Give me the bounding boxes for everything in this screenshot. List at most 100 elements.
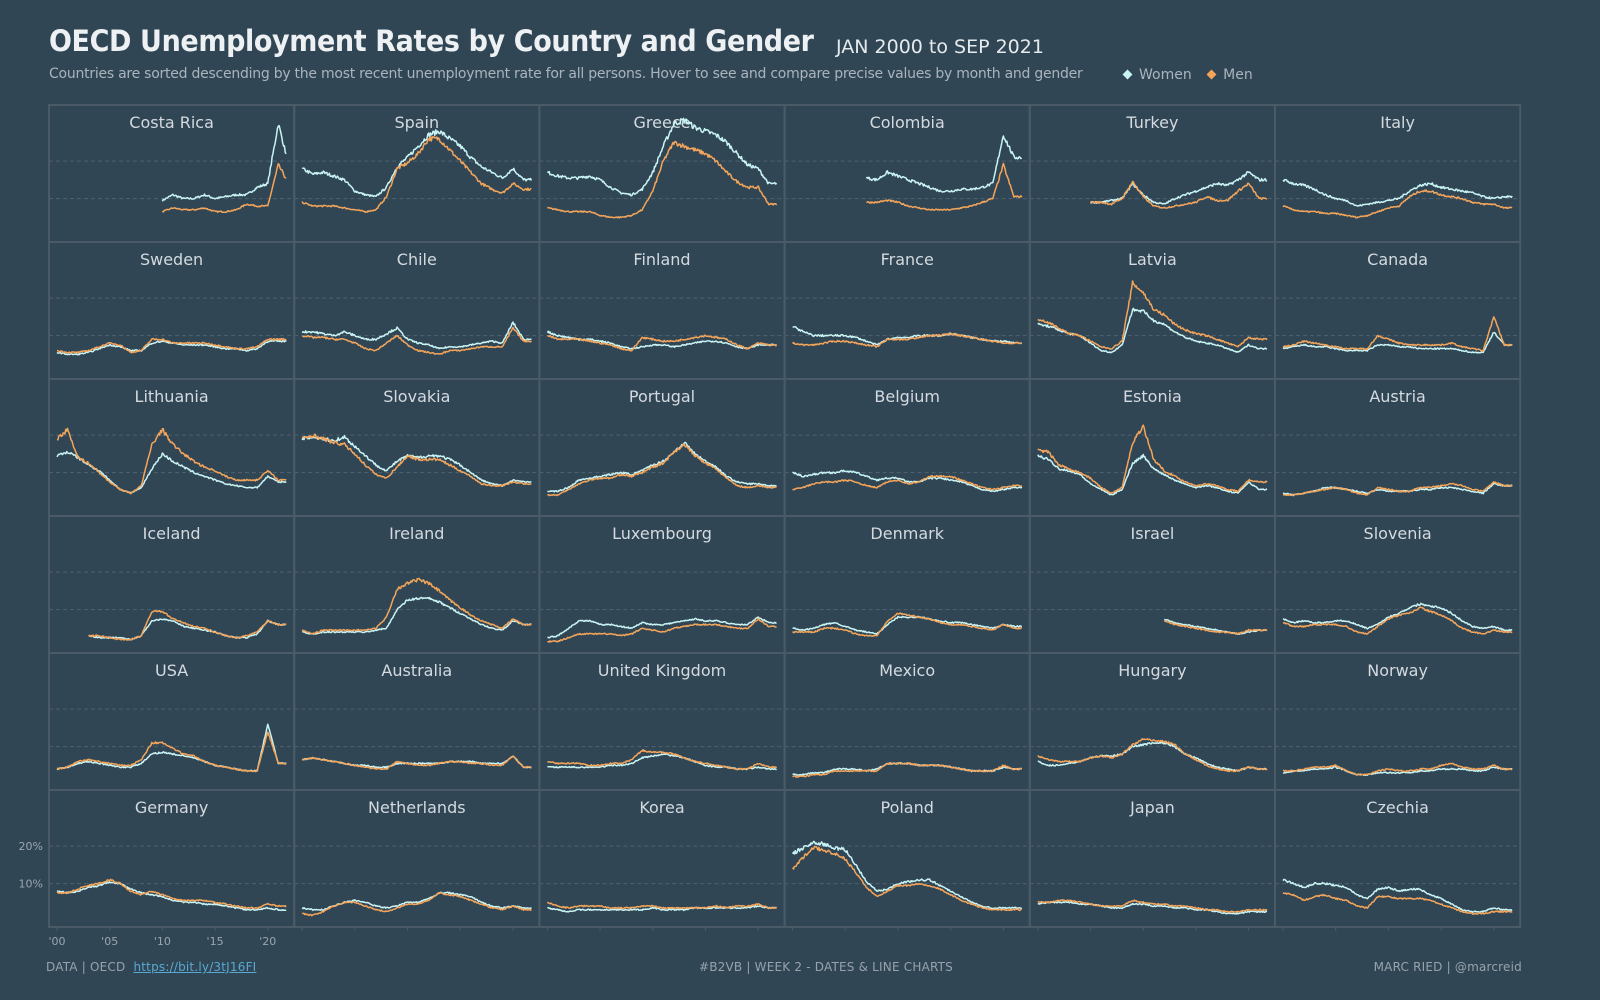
country-label: Mexico (879, 661, 935, 680)
legend: Women Men (1122, 66, 1265, 83)
series-line-men[interactable] (1282, 316, 1513, 352)
country-label: Czechia (1366, 798, 1429, 817)
country-label: Latvia (1128, 250, 1177, 269)
series-line-men[interactable] (1282, 481, 1513, 497)
series-line-men[interactable] (301, 433, 532, 488)
country-label: Lithuania (135, 387, 209, 406)
series-line-men[interactable] (1282, 189, 1513, 219)
series-line-women[interactable] (1037, 901, 1268, 915)
series-line-men[interactable] (792, 612, 1023, 638)
series-line-women[interactable] (792, 615, 1023, 636)
series-line-men[interactable] (547, 617, 777, 643)
series-line-men[interactable] (1037, 738, 1268, 773)
country-label: Poland (880, 798, 933, 817)
panel-border (1274, 789, 1522, 928)
country-label: Canada (1367, 250, 1428, 269)
series-line-men[interactable] (1037, 899, 1268, 914)
series-line-men[interactable] (301, 135, 532, 214)
country-label: Germany (135, 798, 209, 817)
series-line-women[interactable] (1282, 331, 1513, 354)
source-link[interactable]: https://bit.ly/3tJ16FI (133, 960, 257, 974)
y-tick-label: 20% (19, 840, 43, 853)
series-line-men[interactable] (1089, 180, 1268, 209)
series-line-women[interactable] (791, 840, 1023, 910)
series-line-men[interactable] (792, 332, 1022, 348)
country-label: Turkey (1125, 113, 1178, 132)
country-label: Portugal (629, 387, 695, 406)
series-line-women[interactable] (865, 135, 1022, 193)
series-line-women[interactable] (302, 596, 532, 635)
country-label: Greece (634, 113, 691, 132)
legend-item-women[interactable]: Women (1122, 66, 1192, 83)
country-label: Netherlands (368, 798, 466, 817)
source-label: DATA | OECD (46, 960, 126, 974)
series-line-men[interactable] (1282, 606, 1513, 635)
series-line-men[interactable] (866, 162, 1023, 211)
chart-title: OECD Unemployment Rates by Country and G… (49, 24, 814, 58)
series-line-men[interactable] (546, 901, 777, 910)
series-line-women[interactable] (56, 881, 287, 912)
country-label: United Kingdom (598, 661, 726, 680)
series-line-men[interactable] (301, 891, 532, 917)
series-line-women[interactable] (88, 618, 287, 641)
series-line-women[interactable] (547, 905, 777, 913)
country-label: Sweden (140, 250, 203, 269)
series-line-men[interactable] (301, 755, 532, 771)
chart-description: Countries are sorted descending by the m… (49, 66, 1083, 82)
country-label: Japan (1129, 798, 1175, 817)
legend-label-women: Women (1139, 66, 1192, 83)
country-label: Chile (397, 250, 437, 269)
x-tick-label: '20 (259, 935, 276, 948)
series-line-men[interactable] (57, 427, 287, 495)
title-row: OECD Unemployment Rates by Country and G… (49, 24, 871, 58)
footer-source: DATA | OECD https://bit.ly/3tJ16FI (46, 960, 256, 974)
series-line-women[interactable] (1282, 878, 1513, 913)
country-label: USA (155, 661, 188, 680)
series-line-men[interactable] (1283, 762, 1513, 776)
legend-label-men: Men (1223, 66, 1253, 83)
series-line-men[interactable] (791, 845, 1022, 912)
country-label: Israel (1131, 524, 1175, 543)
series-line-women[interactable] (301, 434, 532, 487)
legend-item-men[interactable]: Men (1206, 66, 1253, 83)
x-tick-label: '10 (154, 935, 171, 948)
series-line-men[interactable] (1163, 619, 1268, 635)
series-line-men[interactable] (56, 337, 287, 354)
series-line-men[interactable] (547, 334, 778, 352)
series-line-women[interactable] (301, 321, 532, 350)
series-line-men[interactable] (301, 577, 532, 635)
series-line-men[interactable] (161, 162, 287, 214)
series-line-men[interactable] (547, 748, 778, 771)
series-line-women[interactable] (301, 129, 533, 198)
country-label: Italy (1380, 113, 1415, 132)
series-line-women[interactable] (1037, 741, 1268, 772)
series-line-women[interactable] (792, 469, 1023, 493)
series-line-women[interactable] (1090, 170, 1268, 205)
series-line-men[interactable] (56, 731, 287, 773)
series-line-men[interactable] (792, 474, 1023, 491)
series-line-women[interactable] (161, 124, 287, 202)
series-line-women[interactable] (1282, 178, 1513, 207)
series-line-men[interactable] (1037, 424, 1268, 494)
series-line-women[interactable] (547, 753, 777, 771)
series-line-men[interactable] (547, 443, 777, 497)
series-line-women[interactable] (1037, 307, 1268, 354)
footer-author: MARC RIED | @marcreid (1373, 960, 1522, 974)
series-line-men[interactable] (88, 609, 287, 641)
country-label: Finland (633, 250, 690, 269)
series-line-men[interactable] (56, 878, 287, 910)
series-line-women[interactable] (547, 441, 777, 493)
series-line-women[interactable] (1163, 618, 1268, 636)
series-line-men[interactable] (301, 326, 532, 355)
country-label: Belgium (874, 387, 940, 406)
series-line-women[interactable] (1282, 602, 1513, 632)
series-line-women[interactable] (1037, 453, 1268, 496)
series-line-men[interactable] (1282, 892, 1513, 915)
series-line-women[interactable] (547, 616, 777, 639)
series-line-men[interactable] (792, 762, 1023, 778)
series-line-men[interactable] (1037, 280, 1268, 350)
country-label: Austria (1369, 387, 1426, 406)
series-line-women[interactable] (546, 117, 778, 197)
series-line-men[interactable] (547, 140, 778, 219)
series-line-women[interactable] (1282, 765, 1513, 777)
